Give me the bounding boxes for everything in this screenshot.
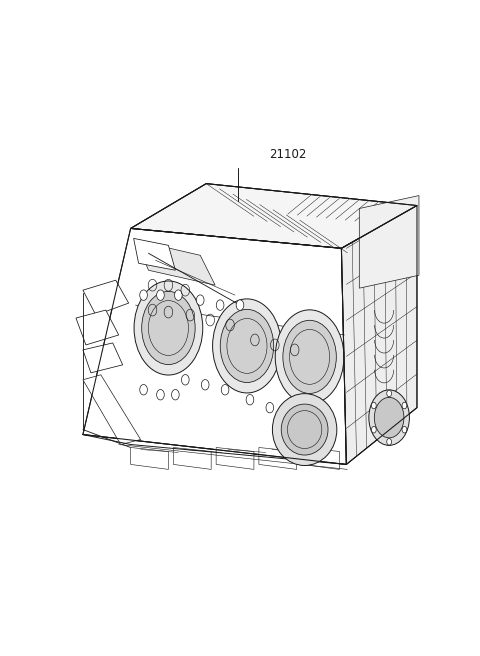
Ellipse shape xyxy=(140,384,147,395)
Polygon shape xyxy=(76,310,119,345)
Ellipse shape xyxy=(246,394,254,405)
Polygon shape xyxy=(216,447,254,470)
Ellipse shape xyxy=(202,380,209,390)
Ellipse shape xyxy=(213,299,281,393)
Ellipse shape xyxy=(175,290,182,300)
Ellipse shape xyxy=(140,290,147,300)
Polygon shape xyxy=(83,343,123,373)
Polygon shape xyxy=(131,447,168,470)
Polygon shape xyxy=(341,205,417,464)
Ellipse shape xyxy=(273,394,337,466)
Ellipse shape xyxy=(275,310,344,404)
Text: 21102: 21102 xyxy=(269,148,306,161)
Ellipse shape xyxy=(372,426,376,433)
Ellipse shape xyxy=(220,310,274,382)
Polygon shape xyxy=(131,184,417,249)
Ellipse shape xyxy=(374,398,404,438)
Ellipse shape xyxy=(387,438,392,445)
Polygon shape xyxy=(136,240,215,285)
Ellipse shape xyxy=(196,295,204,305)
Ellipse shape xyxy=(402,426,407,433)
Ellipse shape xyxy=(221,384,229,395)
Ellipse shape xyxy=(236,300,244,310)
Polygon shape xyxy=(83,375,141,445)
Ellipse shape xyxy=(134,281,203,375)
Ellipse shape xyxy=(369,390,409,445)
Ellipse shape xyxy=(283,320,336,394)
Ellipse shape xyxy=(387,390,392,397)
Polygon shape xyxy=(360,195,419,288)
Polygon shape xyxy=(83,228,347,464)
Ellipse shape xyxy=(156,390,164,400)
Ellipse shape xyxy=(216,300,224,310)
Polygon shape xyxy=(133,238,175,270)
Polygon shape xyxy=(173,447,211,470)
Ellipse shape xyxy=(156,290,164,300)
Ellipse shape xyxy=(181,375,189,385)
Polygon shape xyxy=(259,447,297,470)
Polygon shape xyxy=(301,447,339,470)
Ellipse shape xyxy=(281,404,328,455)
Ellipse shape xyxy=(372,402,376,409)
Ellipse shape xyxy=(142,291,195,365)
Ellipse shape xyxy=(171,390,179,400)
Ellipse shape xyxy=(402,402,407,409)
Ellipse shape xyxy=(266,402,274,413)
Polygon shape xyxy=(83,280,129,315)
